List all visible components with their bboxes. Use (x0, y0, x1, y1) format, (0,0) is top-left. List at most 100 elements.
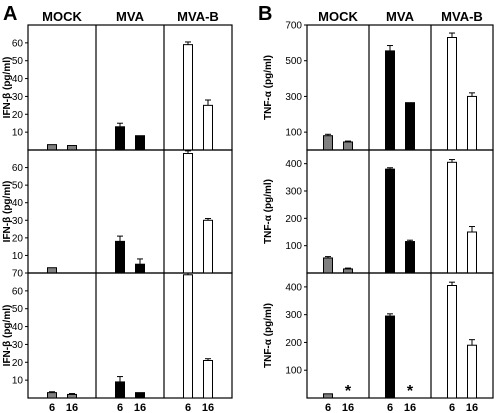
column-header-mva: MVA (386, 9, 415, 24)
y-tick-label: 40 (12, 74, 24, 85)
bar-mock-6h (47, 392, 57, 399)
bar-mva-b-6h (183, 153, 193, 274)
y-tick-label: 300 (285, 310, 302, 321)
panel-letter-a: A (3, 3, 17, 25)
bar-mva-6h (115, 126, 125, 151)
y-tick-label: 200 (285, 338, 302, 349)
column-header-mva-b: MVA-B (441, 9, 483, 24)
y-tick-label: 40 (12, 322, 24, 333)
y-tick-label: 300 (285, 92, 302, 103)
column-header-mva: MVA (116, 9, 145, 24)
bar-mva-16h (135, 392, 145, 399)
y-tick-label: 700 (285, 21, 302, 32)
y-tick-label: 30 (12, 340, 24, 351)
y-tick-label: 60 (12, 38, 24, 49)
chart-a-row-1: 10 20 30 40 50 60 IFN-β (pg/ml) (2, 24, 233, 151)
y-axis-label: IFN-β (pg/ml) (2, 305, 13, 367)
bar-mva-6h (115, 240, 125, 274)
bar-mva-6h (385, 315, 395, 399)
chart-a-row-3: 10 20 30 40 50 60 70 IFN-β (pg/ml) 6 16 6 16 6 16 (2, 269, 233, 413)
bar-mva-b-6h (447, 285, 457, 399)
x-tick-label: 6 (325, 402, 331, 413)
bar-mva-16h (405, 241, 415, 274)
y-tick-label: 100 (285, 366, 302, 377)
bar-mva-6h (385, 50, 395, 151)
y-axis-label: TNF-α (pg/ml) (263, 303, 274, 368)
y-tick-label: 50 (12, 304, 24, 315)
plot-frame (306, 149, 494, 274)
chart-panels: 10 20 30 40 50 60 IFN-β (pg/ml) MOCK MVA MVA-B 10 2… (2, 9, 494, 413)
bar-mva-b-6h (183, 274, 193, 399)
y-tick-label: 300 (285, 187, 302, 198)
y-tick-label: 100 (285, 128, 302, 139)
bar-mock-16h (67, 393, 77, 399)
y-tick-label: 200 (285, 214, 302, 225)
bar-mva-b-16h (467, 95, 477, 151)
chart-b-row-1: 100 300 500 700 TNF-α (pg/ml) (263, 21, 494, 151)
x-tick-label: 6 (387, 402, 393, 413)
plot-frame (306, 24, 494, 151)
y-tick-label: 10 (12, 128, 24, 139)
asterisk-annotation: * (407, 383, 414, 400)
y-tick-label: 70 (12, 269, 24, 280)
bar-mva-6h (115, 381, 125, 399)
bar-mock-6h (323, 393, 333, 399)
y-tick-label: 30 (12, 92, 24, 103)
chart-b-row-3: 100 200 300 400 TNF-α (pg/ml) 6 16 6 16 6 16 * * (263, 272, 494, 413)
y-tick-label: 20 (12, 358, 24, 369)
panel-letter-b: B (258, 3, 272, 25)
bar-mva-b-6h (447, 37, 457, 151)
column-header-mva-b: MVA-B (177, 9, 219, 24)
y-tick-label: 20 (12, 110, 24, 121)
bar-mock-6h (323, 257, 333, 274)
bar-mva-b-16h (467, 344, 477, 399)
y-tick-label: 100 (285, 241, 302, 252)
x-tick-label: 16 (66, 402, 78, 413)
asterisk-annotation: * (345, 383, 352, 400)
y-axis-label: IFN-β (pg/ml) (2, 57, 13, 119)
chart-a-row-2: 10 20 30 40 50 60 IFN-β (pg/ml) (2, 149, 233, 274)
bar-mock-16h (67, 145, 77, 151)
chart-b-row-2: 100 200 300 400 TNF-α (pg/ml) (263, 149, 494, 274)
y-axis-label: TNF-α (pg/ml) (263, 179, 274, 244)
column-header-mock: MOCK (42, 9, 82, 24)
y-tick-label: 50 (12, 56, 24, 67)
x-tick-label: 16 (134, 402, 146, 413)
bar-mock-6h (47, 144, 57, 151)
bar-mva-b-6h (183, 44, 193, 151)
y-tick-label: 40 (12, 198, 24, 209)
bar-mva-b-16h (203, 360, 213, 399)
x-tick-label: 6 (49, 402, 55, 413)
y-tick-label: 50 (12, 181, 24, 192)
plot-frame (27, 24, 233, 151)
bar-mock-16h (343, 268, 353, 274)
bar-mva-b-16h (203, 219, 213, 274)
y-tick-label: 30 (12, 216, 24, 227)
bar-mock-16h (343, 141, 353, 151)
bar-mva-b-16h (467, 231, 477, 274)
y-axis-label: TNF-α (pg/ml) (263, 55, 274, 120)
column-header-mock: MOCK (318, 9, 358, 24)
bar-mva-16h (135, 135, 145, 151)
y-tick-label: 400 (285, 159, 302, 170)
x-tick-label: 16 (466, 402, 478, 413)
y-tick-label: 10 (12, 376, 24, 387)
x-tick-label: 16 (404, 402, 416, 413)
y-axis-label: IFN-β (pg/ml) (2, 181, 13, 243)
y-tick-label: 10 (12, 251, 24, 262)
x-tick-label: 6 (449, 402, 455, 413)
bar-mva-16h (405, 102, 415, 151)
plot-frame (27, 272, 233, 399)
bar-mock-6h (323, 135, 333, 151)
bar-mva-16h (135, 263, 145, 274)
bar-mva-b-16h (203, 104, 213, 151)
x-tick-label: 6 (185, 402, 191, 413)
x-tick-label: 6 (117, 402, 123, 413)
bar-mva-b-6h (447, 161, 457, 274)
y-tick-label: 60 (12, 286, 24, 297)
y-tick-label: 500 (285, 56, 302, 67)
x-tick-label: 16 (342, 402, 354, 413)
bar-mock-6h (47, 267, 57, 274)
plot-frame (306, 272, 494, 399)
